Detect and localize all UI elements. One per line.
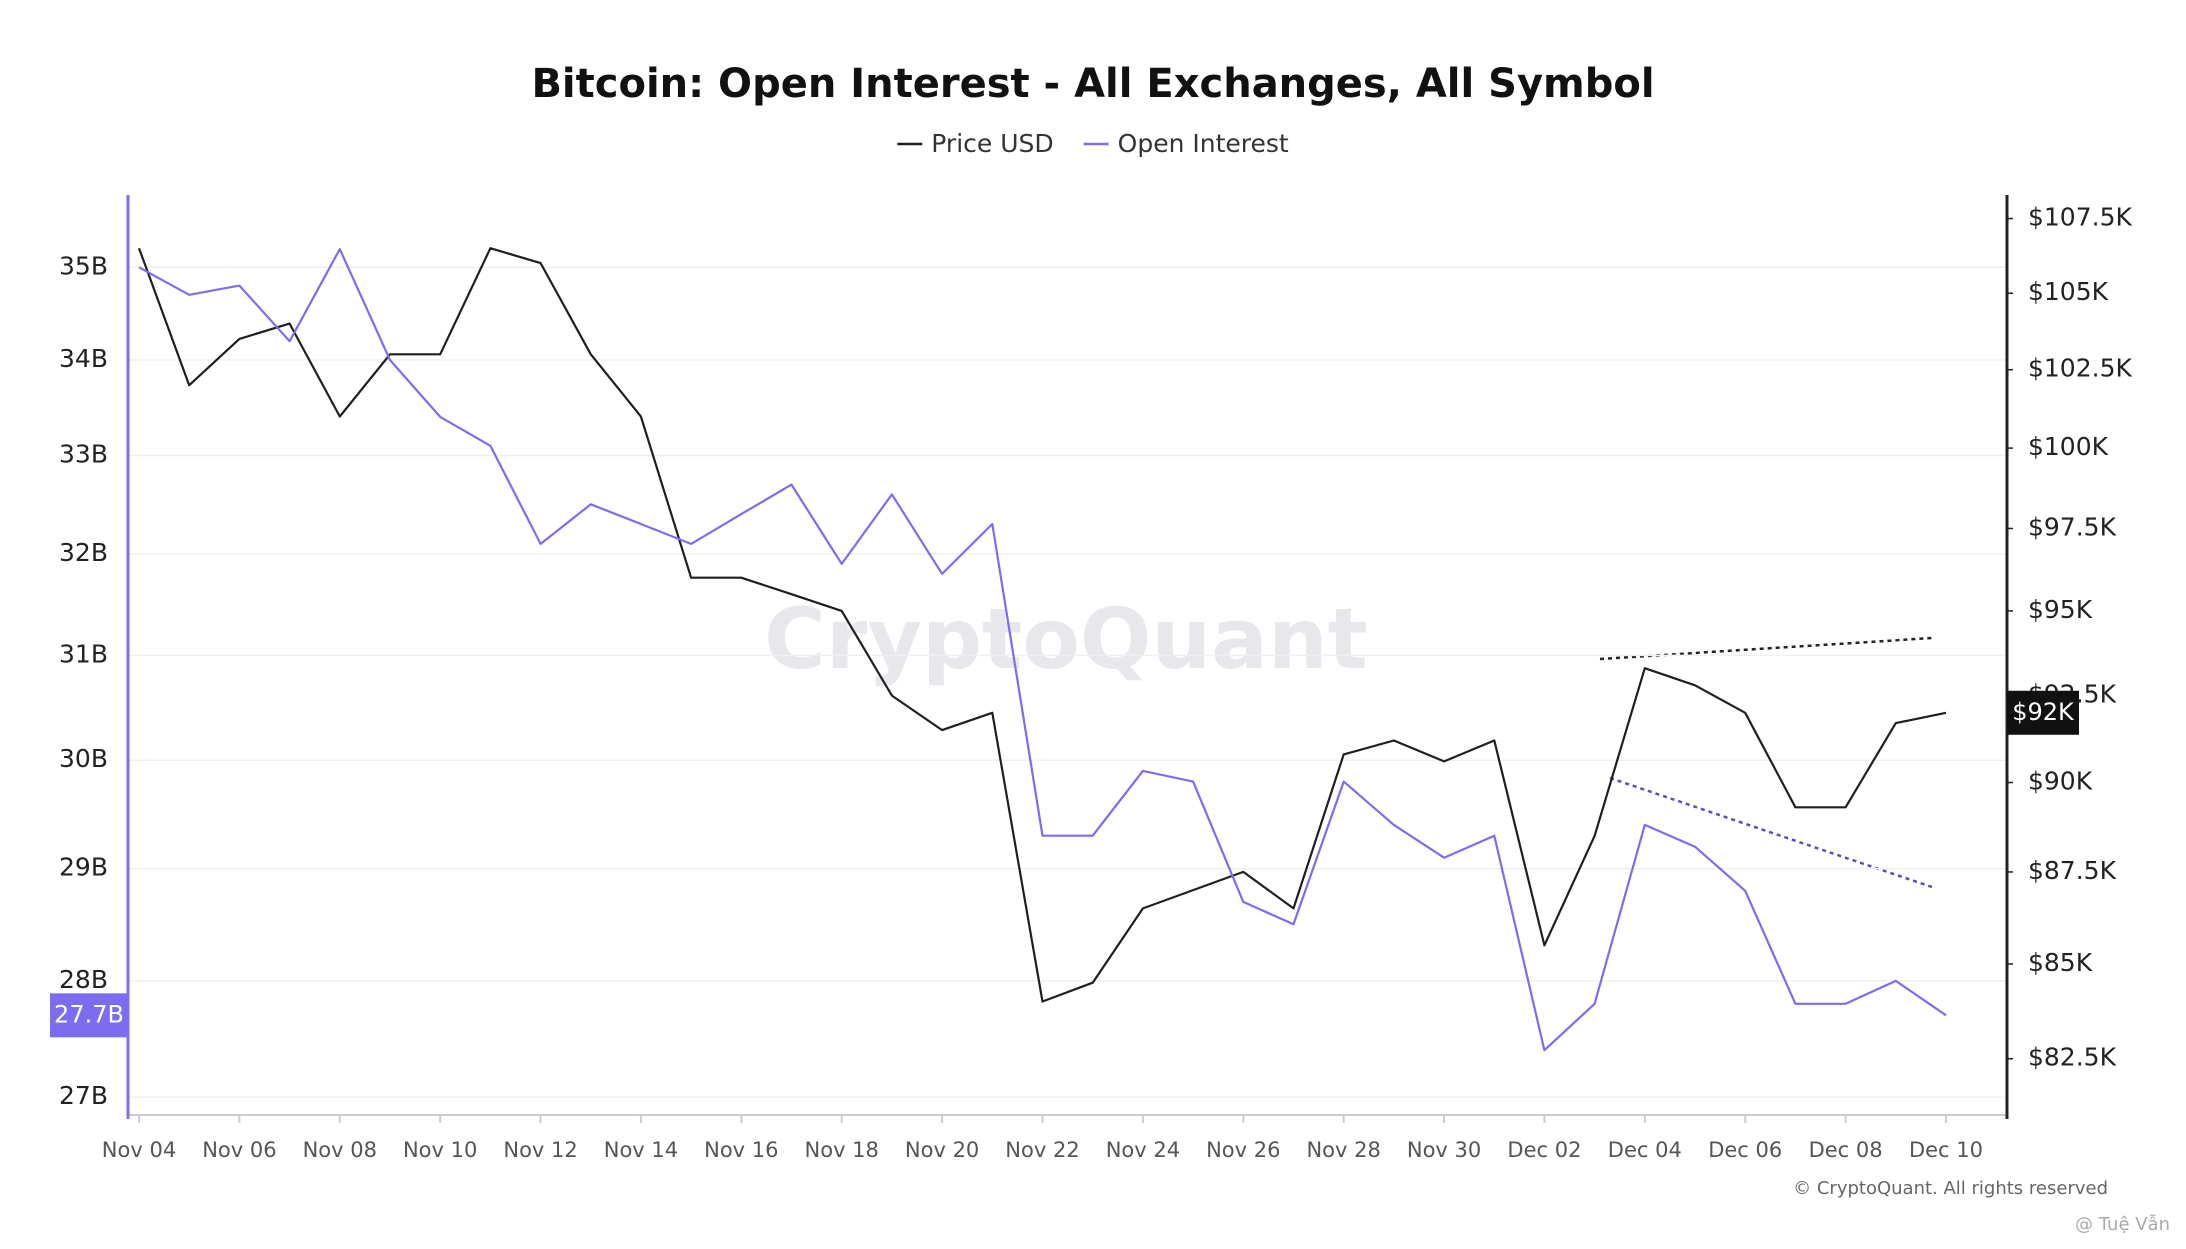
x-tick-label: Nov 14 — [604, 1138, 678, 1162]
x-tick-label: Nov 10 — [403, 1138, 477, 1162]
x-tick-label: Dec 10 — [1909, 1138, 1983, 1162]
x-tick-label: Nov 08 — [303, 1138, 377, 1162]
x-tick-label: Nov 30 — [1407, 1138, 1481, 1162]
watermark: CryptoQuant — [764, 590, 1368, 688]
x-tick-label: Nov 22 — [1005, 1138, 1079, 1162]
y-tick-label: 30B — [59, 744, 108, 773]
series-line — [137, 247, 1947, 1003]
signature: @ Tuệ Vẫn — [2075, 1214, 2170, 1235]
legend-label: Open Interest — [1118, 129, 1289, 158]
last-value-marker — [50, 993, 128, 1038]
y2-tick-label: $95K — [2028, 595, 2093, 624]
credit: © CryptoQuant. All rights reserved — [1793, 1178, 2108, 1199]
x-tick-label: Dec 02 — [1507, 1138, 1581, 1162]
series-line — [138, 248, 1947, 1052]
chart-title: Bitcoin: Open Interest - All Exchanges, … — [531, 61, 1654, 107]
x-tick-label: Nov 24 — [1106, 1138, 1180, 1162]
x-tick-label: Nov 06 — [202, 1138, 276, 1162]
y-tick-label: 35B — [59, 251, 108, 280]
x-tick-label: Nov 20 — [905, 1138, 979, 1162]
y-tick-label: 28B — [59, 965, 108, 994]
y2-tick-label: $90K — [2028, 767, 2093, 796]
x-tick-label: Nov 04 — [102, 1138, 176, 1162]
y-tick-label: 27B — [59, 1081, 108, 1110]
trend-line — [1609, 776, 1933, 889]
y-tick-label: 32B — [59, 538, 108, 567]
x-tick-label: Nov 12 — [503, 1138, 577, 1162]
y2-tick-label: $107.5K — [2028, 203, 2132, 232]
y-tick-label: 31B — [59, 639, 108, 668]
x-tick-label: Nov 16 — [704, 1138, 778, 1162]
legend: Price USD Open Interest — [897, 129, 1289, 158]
last-value-label: 27.7B — [54, 1000, 124, 1028]
x-tick-label: Dec 06 — [1708, 1138, 1782, 1162]
y2-tick-label: $97.5K — [2028, 512, 2117, 541]
legend-item: Open Interest — [1083, 129, 1289, 158]
y-tick-label: 33B — [59, 439, 108, 468]
y-tick-label: 29B — [59, 853, 108, 882]
y2-tick-label: $105K — [2028, 277, 2109, 306]
x-tick-label: Dec 04 — [1608, 1138, 1682, 1162]
y2-tick-label: $102.5K — [2028, 354, 2132, 383]
y2-tick-label: $100K — [2028, 432, 2109, 461]
last-value-label: $92K — [2012, 698, 2075, 726]
x-tick-label: Nov 18 — [805, 1138, 879, 1162]
y2-tick-label: $85K — [2028, 948, 2093, 977]
y2-tick-label: $87.5K — [2028, 856, 2117, 885]
legend-item: Price USD — [897, 129, 1054, 158]
x-tick-label: Nov 28 — [1306, 1138, 1380, 1162]
x-tick-label: Dec 08 — [1809, 1138, 1883, 1162]
legend-label: Price USD — [931, 129, 1053, 158]
last-value-marker — [2007, 690, 2079, 735]
y-tick-label: 34B — [59, 344, 108, 373]
x-tick-label: Nov 26 — [1206, 1138, 1280, 1162]
y2-tick-label: $82.5K — [2028, 1043, 2117, 1072]
